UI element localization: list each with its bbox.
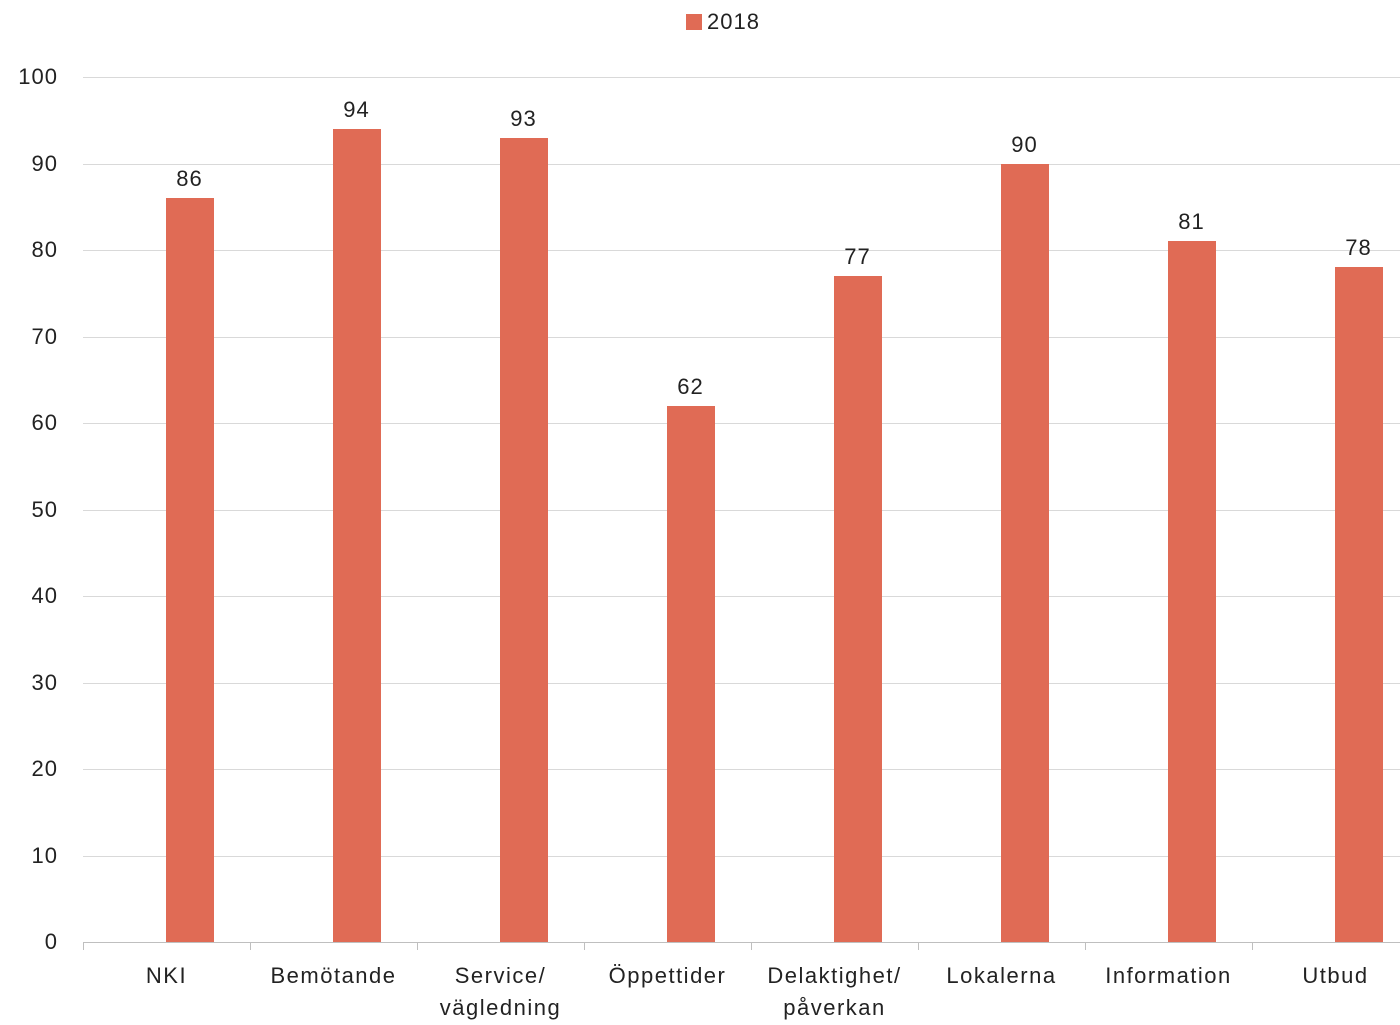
legend-label: 2018 (707, 9, 760, 34)
y-tick-label-90: 90 (31, 151, 58, 176)
bar-1 (332, 128, 381, 942)
gridline-50 (83, 510, 1400, 511)
data-label-5: 90 (1011, 131, 1038, 157)
y-tick-label-70: 70 (31, 324, 58, 349)
y-tick-label-50: 50 (31, 497, 58, 522)
y-tick-label-100: 100 (18, 64, 58, 89)
x-tick-mark-7 (1252, 942, 1253, 950)
data-label-1: 94 (343, 96, 370, 122)
y-tick-label-0: 0 (44, 929, 58, 954)
gridline-90 (83, 164, 1400, 165)
x-category-label-7: Utbud (1302, 963, 1369, 988)
x-axis-line (83, 942, 1400, 943)
gridline-20 (83, 769, 1400, 770)
x-category-label-6: Information (1105, 963, 1232, 988)
legend-swatch-2018 (686, 14, 702, 30)
y-tick-label-80: 80 (31, 237, 58, 262)
x-tick-mark-6 (1085, 942, 1086, 950)
bar-4 (833, 275, 882, 942)
x-category-label-3: Öppettider (608, 963, 727, 988)
gridline-60 (83, 423, 1400, 424)
bar-2 (499, 137, 548, 942)
x-category-label-4: Delaktighet/ påverkan (767, 963, 902, 1020)
y-tick-label-40: 40 (31, 583, 58, 608)
bar-7 (1334, 267, 1383, 942)
y-tick-label-30: 30 (31, 670, 58, 695)
data-label-4: 77 (844, 243, 871, 269)
x-tick-mark-4 (751, 942, 752, 950)
data-label-2: 93 (510, 105, 537, 131)
y-tick-label-60: 60 (31, 410, 58, 435)
bar-0 (165, 198, 214, 942)
bar-5 (1000, 163, 1049, 942)
bar-3 (666, 405, 715, 942)
data-label-0: 86 (176, 166, 203, 192)
gridline-80 (83, 250, 1400, 251)
gridline-70 (83, 337, 1400, 338)
data-label-3: 62 (677, 373, 704, 399)
x-tick-mark-1 (250, 942, 251, 950)
x-tick-mark-5 (918, 942, 919, 950)
x-category-label-2: Service/ vägledning (439, 963, 562, 1020)
x-tick-mark-2 (417, 942, 418, 950)
x-tick-mark-3 (584, 942, 585, 950)
gridline-100 (83, 77, 1400, 78)
y-tick-label-20: 20 (31, 756, 58, 781)
data-label-6: 81 (1178, 209, 1205, 235)
data-label-7: 78 (1345, 235, 1372, 261)
x-category-label-1: Bemötande (270, 963, 397, 988)
x-category-label-5: Lokalerna (946, 963, 1057, 988)
gridline-30 (83, 683, 1400, 684)
y-tick-label-10: 10 (31, 843, 58, 868)
gridline-40 (83, 596, 1400, 597)
x-category-label-0: NKI (145, 963, 188, 988)
gridline-10 (83, 856, 1400, 857)
bar-6 (1167, 241, 1216, 942)
x-tick-mark-0 (83, 942, 84, 950)
